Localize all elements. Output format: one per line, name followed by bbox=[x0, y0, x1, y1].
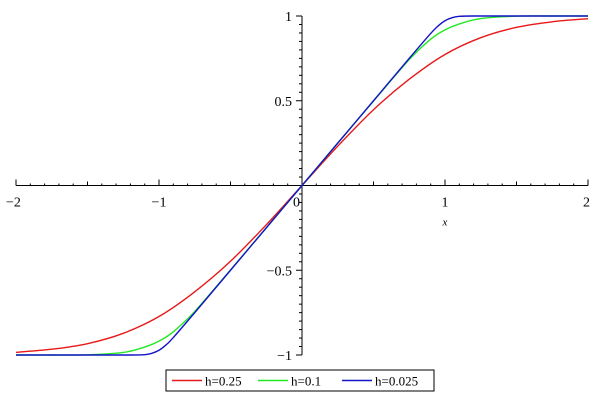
y-tick-label: 0.5 bbox=[275, 95, 293, 110]
ticks: −2 −1 0 1 2 1 0.5 −0.5 −1 x bbox=[6, 10, 590, 364]
legend-label: h=0.25 bbox=[205, 374, 242, 389]
x-tick-label: 2 bbox=[583, 196, 590, 211]
x-axis-label: x bbox=[442, 217, 448, 229]
legend-label: h=0.025 bbox=[375, 374, 418, 389]
x-tick-label: −2 bbox=[6, 196, 21, 211]
series bbox=[15, 15, 589, 356]
series-line-3 bbox=[16, 15, 588, 356]
legend-label: h=0.1 bbox=[291, 374, 321, 389]
y-tick-label: −0.5 bbox=[267, 264, 292, 279]
x-tick-label: 0 bbox=[293, 196, 300, 211]
legend: h=0.25 h=0.1 h=0.025 bbox=[165, 369, 435, 392]
legend-box bbox=[165, 369, 435, 392]
y-tick-label: −1 bbox=[277, 349, 292, 364]
y-tick-label: 1 bbox=[285, 10, 292, 25]
x-tick-label: 1 bbox=[442, 196, 449, 211]
x-tick-label: −1 bbox=[152, 196, 167, 211]
